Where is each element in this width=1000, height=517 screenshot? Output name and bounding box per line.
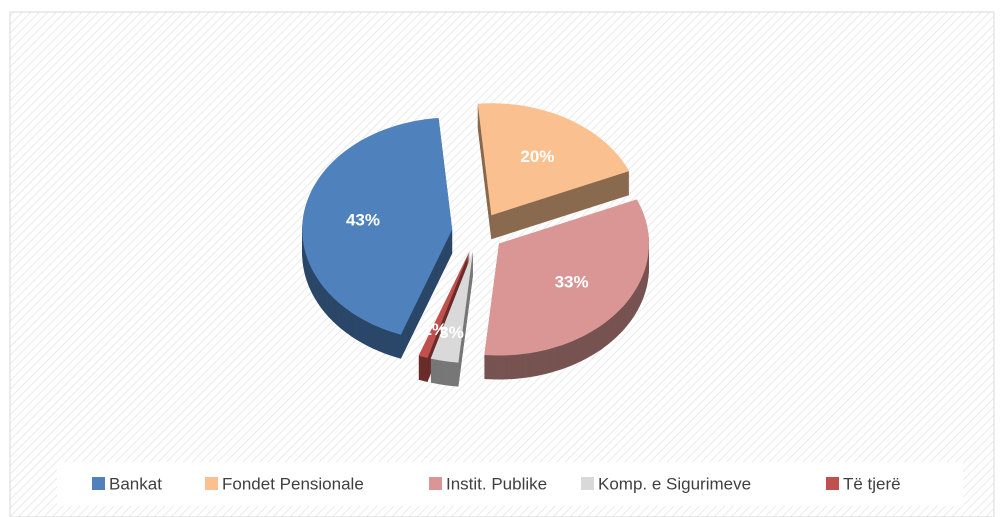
data-label: 1% xyxy=(422,320,447,339)
legend-swatch xyxy=(429,477,442,490)
legend-swatch xyxy=(826,477,839,490)
legend-label: Të tjerë xyxy=(843,474,901,493)
slice xyxy=(418,250,470,358)
data-label: 3% xyxy=(439,323,464,342)
legend-label: Komp. e Sigurimeve xyxy=(598,474,751,493)
legend-label: Fondet Pensionale xyxy=(222,474,364,493)
slice xyxy=(477,103,630,216)
data-label: 43% xyxy=(346,210,380,229)
data-label: 20% xyxy=(520,147,554,166)
slice xyxy=(484,199,649,356)
legend-label: Instit. Publike xyxy=(446,474,547,493)
data-label: 33% xyxy=(555,273,589,292)
pie xyxy=(302,103,649,387)
legend-swatch xyxy=(581,477,594,490)
legend-label: Bankat xyxy=(109,474,162,493)
legend-swatch xyxy=(205,477,218,490)
legend-swatch xyxy=(92,477,105,490)
slice xyxy=(302,117,453,335)
slice xyxy=(430,251,474,363)
